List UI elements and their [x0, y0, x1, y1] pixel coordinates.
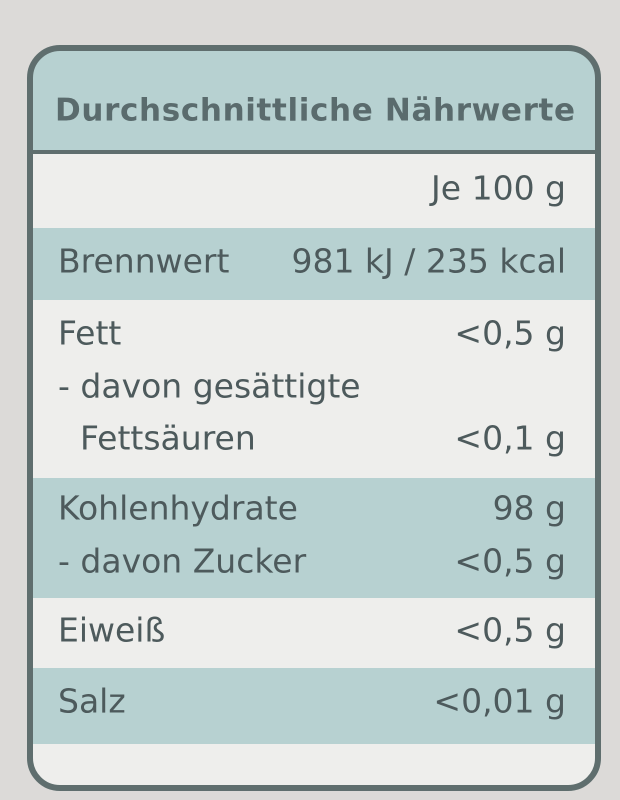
- band: [30, 478, 598, 598]
- row-label: Fettsäuren: [80, 419, 256, 458]
- header-band: [30, 48, 598, 152]
- row-value: <0,1 g: [454, 419, 566, 458]
- row-value: 98 g: [493, 489, 566, 528]
- row-value: <0,5 g: [454, 611, 566, 650]
- frame: [27, 45, 601, 791]
- row-label: Kohlenhydrate: [58, 489, 298, 528]
- band: [30, 228, 598, 300]
- row-value: <0,01 g: [433, 682, 566, 721]
- row-label: Fett: [58, 314, 121, 353]
- row-value: <0,5 g: [454, 542, 566, 581]
- row-label: Brennwert: [58, 242, 229, 281]
- row-label: - davon gesättigte: [58, 367, 361, 406]
- band: [30, 668, 598, 744]
- row-label: - davon Zucker: [58, 542, 307, 581]
- row-value: <0,5 g: [454, 314, 566, 353]
- row-label: Eiweiß: [58, 611, 165, 650]
- row-label: Salz: [58, 682, 126, 721]
- column-header: Je 100 g: [429, 169, 566, 208]
- title: Durchschnittliche Nährwerte: [55, 93, 575, 129]
- row-value: 981 kJ / 235 kcal: [291, 242, 566, 281]
